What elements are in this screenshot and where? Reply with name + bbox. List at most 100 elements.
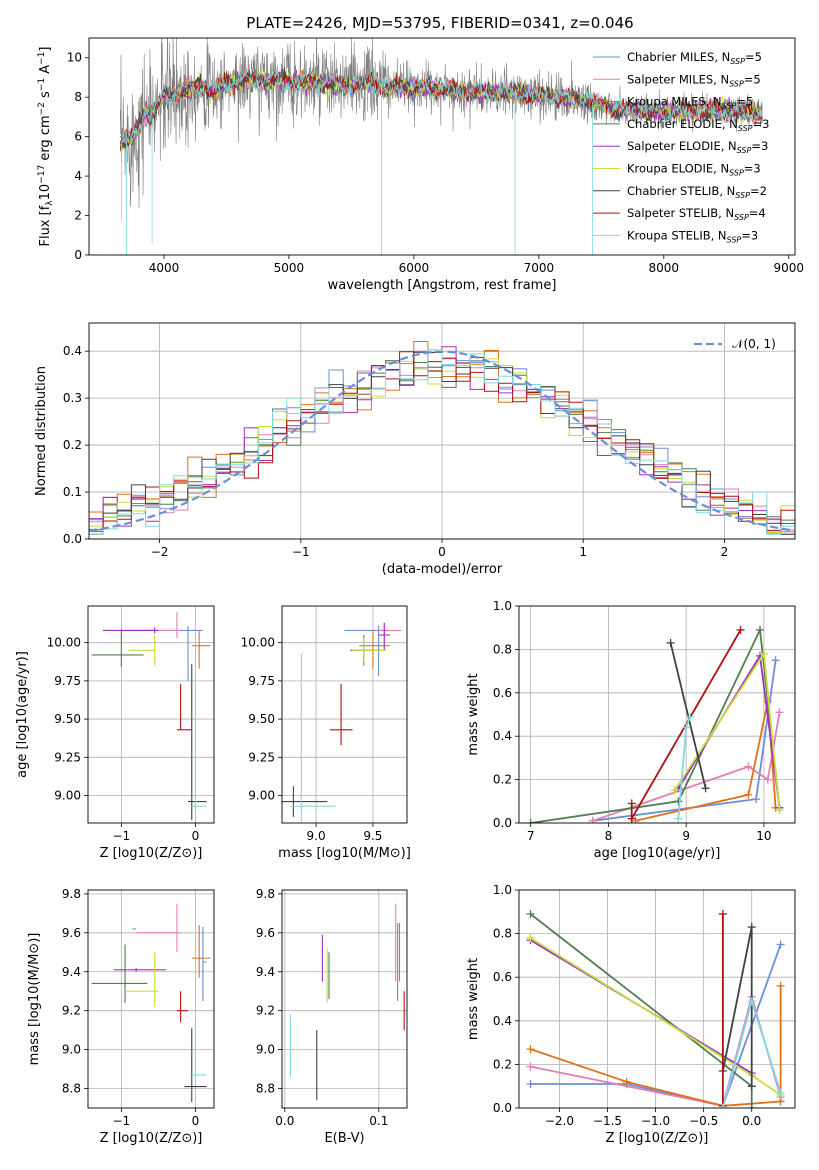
panel-mass_vs_Z: −1 0 8.8 9.0 9.2 9.4 9.6 9.8 Z [log10(Z/Z⊙)] mass…: [27, 887, 215, 1146]
y-tick-label: 9.00: [54, 788, 81, 802]
legend-label-chab_elodie: Chabrier ELODIE, NSSP=3: [627, 117, 769, 133]
plot-area-mass_vs_ebv: [289, 903, 405, 1101]
x-axis-label: (data-model)/error: [382, 562, 503, 577]
y-tick-label: 0.4: [493, 1014, 512, 1028]
plot-area-massweight_vs_Z: [526, 909, 785, 1108]
y-tick-label: 0.4: [493, 729, 512, 743]
legend-label-salp_elodie: Salpeter ELODIE, NSSP=3: [627, 139, 768, 155]
y-tick-label: 6: [74, 130, 82, 144]
y-tick-label: 0.0: [493, 816, 512, 830]
x-tick-label: 7000: [524, 261, 555, 275]
panel-massweight_vs_Z: −2.0 −1.5 −1.0 −0.5 0.0 0.0 0.2 0.4 0.6 0.8 1.0 Z […: [466, 883, 796, 1146]
x-axis-label: age [log10(age/yr)]: [594, 846, 721, 861]
residual-histogram-krou_stelib: [89, 349, 795, 535]
y-axis-label: mass [log10(M/M⊙)]: [27, 933, 42, 1066]
x-tick-label: −1: [292, 545, 310, 559]
legend-label-krou_elodie: Kroupa ELODIE, NSSP=3: [627, 162, 761, 178]
plot-area-spectrum: [119, 38, 763, 255]
y-tick-label: 0.2: [493, 1057, 512, 1071]
y-tick-label: 10.00: [47, 636, 81, 650]
y-tick-label: 10.00: [241, 636, 275, 650]
x-axis-label: Z [log10(Z/Z⊙)]: [606, 1131, 709, 1146]
legend-label-salp_miles: Salpeter MILES, NSSP=5: [627, 72, 761, 88]
x-axis-label: mass [log10(M/M⊙)]: [278, 846, 411, 861]
x-tick-label: 1: [579, 545, 587, 559]
y-axis-label: Flux [fλ10−17 erg cm−2 s−1 A−1]: [37, 47, 55, 247]
x-tick-label: 8000: [649, 261, 680, 275]
y-tick-label: 9.50: [54, 712, 81, 726]
y-tick-label: 9.4: [256, 965, 275, 979]
axes-frame: [87, 889, 215, 1109]
x-tick-label: 2: [721, 545, 729, 559]
y-tick-label: 0.1: [63, 485, 82, 499]
x-tick-label: 10: [756, 829, 771, 843]
axes-frame: [281, 889, 408, 1109]
y-tick-label: 9.4: [62, 965, 81, 979]
panel-residuals: −2 −1 0 1 2 0.0 0.1 0.2 0.3 0.4 𝒩(0, 1) (data-model…: [34, 322, 796, 577]
x-tick-label: 9.5: [363, 829, 382, 843]
x-tick-label: 0: [438, 545, 446, 559]
y-axis-label: mass weight: [466, 673, 481, 755]
plot-area-mass_vs_Z: [91, 903, 211, 1103]
y-tick-label: 0.2: [63, 438, 82, 452]
plot-area-residuals: [89, 341, 795, 535]
plot-area-age_vs_Z: [91, 612, 211, 820]
y-tick-label: 8: [74, 90, 82, 104]
y-tick-label: 1.0: [493, 599, 512, 613]
y-tick-label: 0: [74, 248, 82, 262]
y-tick-label: 9.0: [256, 1043, 275, 1057]
x-tick-label: 0.0: [742, 1114, 761, 1128]
x-axis-label: wavelength [Angstrom, rest frame]: [328, 278, 557, 293]
x-tick-label: 9.0: [307, 829, 326, 843]
y-tick-label: 9.50: [248, 712, 275, 726]
y-axis-label: mass weight: [466, 958, 481, 1040]
x-tick-label: 6000: [399, 261, 430, 275]
y-tick-label: 10: [67, 51, 82, 65]
y-tick-label: 9.6: [62, 926, 81, 940]
plot-area-massweight_vs_age: [526, 625, 784, 823]
x-tick-label: 0.0: [275, 1114, 294, 1128]
y-tick-label: 9.75: [248, 674, 275, 688]
model-spectrum-salp_stelib: [119, 69, 763, 149]
x-tick-label: −1.0: [641, 1114, 670, 1128]
legend-label-chab_miles: Chabrier MILES, NSSP=5: [627, 50, 762, 66]
y-tick-label: 0.2: [493, 773, 512, 787]
axes-frame: [88, 37, 796, 256]
x-tick-label: −1: [113, 1114, 131, 1128]
y-tick-label: 0.0: [493, 1101, 512, 1115]
x-tick-label: 0.1: [369, 1114, 388, 1128]
axes-frame: [87, 605, 215, 824]
panel-age_vs_mass: 9.0 9.5 9.00 9.25 9.50 9.75 10.00 mass [log10(M…: [241, 605, 411, 861]
x-axis-label: E(B-V): [324, 1131, 364, 1146]
model-spectrum-krou_stelib: [119, 69, 763, 146]
x-tick-label: 5000: [274, 261, 305, 275]
axes-frame: [518, 605, 796, 824]
y-tick-label: 9.75: [54, 674, 81, 688]
weight-line-krou_miles: [635, 701, 777, 822]
legend-label-krou_stelib: Kroupa STELIB, NSSP=3: [627, 228, 758, 244]
y-tick-label: 9.25: [248, 750, 275, 764]
normal-reference-curve: [89, 350, 793, 532]
y-tick-label: 1.0: [493, 883, 512, 897]
x-tick-label: −1.5: [593, 1114, 622, 1128]
x-tick-label: 9000: [773, 261, 804, 275]
x-axis-label: Z [log10(Z/Z⊙)]: [100, 846, 203, 861]
x-tick-label: −2.0: [545, 1114, 574, 1128]
y-tick-label: 9.8: [256, 887, 275, 901]
figure-title: PLATE=2426, MJD=53795, FIBERID=0341, z=0…: [246, 14, 633, 32]
axes-frame: [88, 322, 796, 540]
x-tick-label: 0: [192, 829, 200, 843]
panel-massweight_vs_age: 7 8 9 10 0.0 0.2 0.4 0.6 0.8 1.0 age [log10(age/yr…: [466, 599, 796, 861]
y-tick-label: 8.8: [256, 1082, 275, 1096]
y-tick-label: 0.6: [493, 686, 512, 700]
legend-label-chab_stelib: Chabrier STELIB, NSSP=2: [627, 184, 767, 200]
y-tick-label: 9.00: [248, 788, 275, 802]
y-tick-label: 9.0: [62, 1043, 81, 1057]
x-tick-label: 4000: [149, 261, 180, 275]
x-tick-label: 7: [527, 829, 535, 843]
x-tick-label: 0: [192, 1114, 200, 1128]
y-tick-label: 0.8: [493, 642, 512, 656]
